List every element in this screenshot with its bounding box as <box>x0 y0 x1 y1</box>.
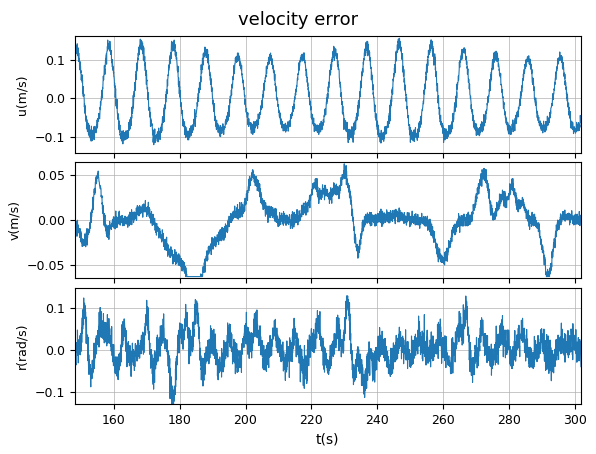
Text: velocity error: velocity error <box>238 11 358 30</box>
Y-axis label: v(m/s): v(m/s) <box>8 200 21 240</box>
Y-axis label: u(m/s): u(m/s) <box>16 74 29 115</box>
Y-axis label: r(rad/s): r(rad/s) <box>16 323 29 369</box>
X-axis label: t(s): t(s) <box>316 432 340 446</box>
